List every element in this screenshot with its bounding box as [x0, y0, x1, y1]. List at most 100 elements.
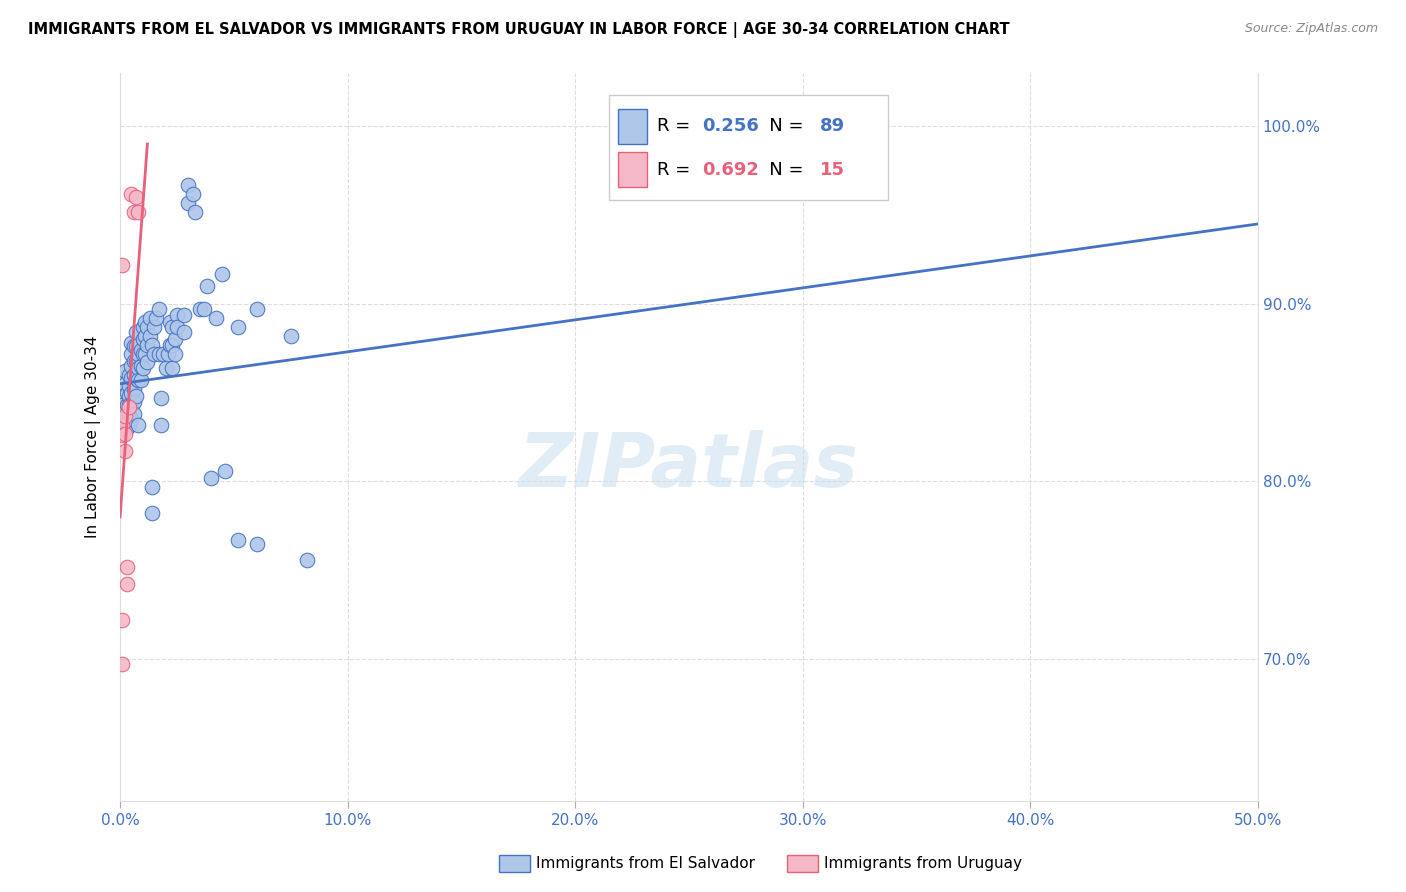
Point: [141, 480, 163, 494]
Point: [136, 337, 159, 351]
Text: N =: N =: [752, 117, 808, 135]
Point: [127, 360, 149, 375]
Point: [134, 328, 156, 343]
Point: [115, 410, 138, 425]
Point: [163, 332, 186, 346]
Point: [111, 398, 134, 412]
Point: [120, 359, 142, 373]
Point: [245, 536, 267, 550]
FancyBboxPatch shape: [609, 95, 889, 201]
Point: [195, 279, 218, 293]
Point: [143, 346, 166, 360]
Point: [120, 186, 142, 201]
Point: [162, 337, 184, 351]
Point: [120, 412, 142, 426]
Point: [181, 186, 204, 201]
Point: [204, 311, 226, 326]
Point: [127, 373, 149, 387]
Text: 15: 15: [820, 161, 845, 178]
Point: [132, 360, 155, 375]
Point: [228, 533, 250, 547]
Text: Immigrants from El Salvador: Immigrants from El Salvador: [536, 856, 755, 871]
Point: [125, 371, 148, 385]
Point: [111, 417, 134, 432]
Point: [118, 378, 141, 392]
Point: [214, 464, 236, 478]
Text: ZIPatlas: ZIPatlas: [519, 430, 859, 503]
Point: [114, 426, 136, 441]
Point: [155, 360, 177, 375]
Point: [125, 389, 148, 403]
Point: [193, 302, 215, 317]
Point: [115, 385, 138, 400]
Point: [127, 346, 149, 360]
Point: [295, 552, 318, 566]
Point: [134, 315, 156, 329]
Point: [115, 421, 138, 435]
Point: [145, 311, 167, 326]
Point: [122, 368, 145, 382]
Point: [138, 328, 160, 343]
Point: [245, 302, 267, 317]
Point: [162, 360, 184, 375]
Point: [111, 613, 134, 627]
Point: [134, 346, 156, 360]
FancyBboxPatch shape: [619, 109, 647, 144]
Point: [125, 353, 148, 368]
Point: [129, 359, 152, 373]
Y-axis label: In Labor Force | Age 30-34: In Labor Force | Age 30-34: [86, 335, 101, 538]
FancyBboxPatch shape: [619, 153, 647, 187]
Point: [118, 389, 141, 403]
Point: [122, 339, 145, 353]
Point: [723, 133, 745, 147]
Point: [184, 204, 207, 219]
Text: 0.256: 0.256: [703, 117, 759, 135]
Point: [136, 355, 159, 369]
Point: [111, 657, 134, 672]
Point: [159, 315, 181, 329]
Point: [118, 398, 141, 412]
Text: 0.692: 0.692: [703, 161, 759, 178]
Point: [280, 328, 302, 343]
Point: [143, 320, 166, 334]
Point: [120, 371, 142, 385]
Point: [138, 311, 160, 326]
Text: R =: R =: [657, 117, 696, 135]
Point: [211, 267, 233, 281]
Point: [120, 385, 142, 400]
Point: [166, 320, 188, 334]
Point: [173, 326, 195, 340]
Point: [141, 507, 163, 521]
Point: [177, 178, 200, 192]
Point: [122, 382, 145, 396]
Point: [148, 346, 170, 360]
Point: [115, 398, 138, 412]
Point: [111, 258, 134, 272]
Point: [122, 407, 145, 421]
Point: [152, 346, 174, 360]
Text: Source: ZipAtlas.com: Source: ZipAtlas.com: [1244, 22, 1378, 36]
Point: [200, 471, 222, 485]
Point: [127, 204, 149, 219]
Point: [188, 302, 211, 317]
Point: [228, 320, 250, 334]
Point: [163, 346, 186, 360]
Point: [118, 400, 141, 414]
Point: [162, 320, 184, 334]
Point: [111, 428, 134, 442]
Point: [173, 308, 195, 322]
Point: [127, 417, 149, 432]
Text: N =: N =: [752, 161, 808, 178]
Point: [132, 346, 155, 360]
Point: [150, 417, 173, 432]
Point: [150, 391, 173, 405]
Point: [156, 346, 179, 360]
Point: [115, 577, 138, 591]
Point: [120, 398, 142, 412]
Point: [118, 368, 141, 382]
Point: [122, 394, 145, 409]
Text: Immigrants from Uruguay: Immigrants from Uruguay: [824, 856, 1022, 871]
Point: [118, 407, 141, 421]
Point: [114, 364, 136, 378]
Point: [159, 337, 181, 351]
